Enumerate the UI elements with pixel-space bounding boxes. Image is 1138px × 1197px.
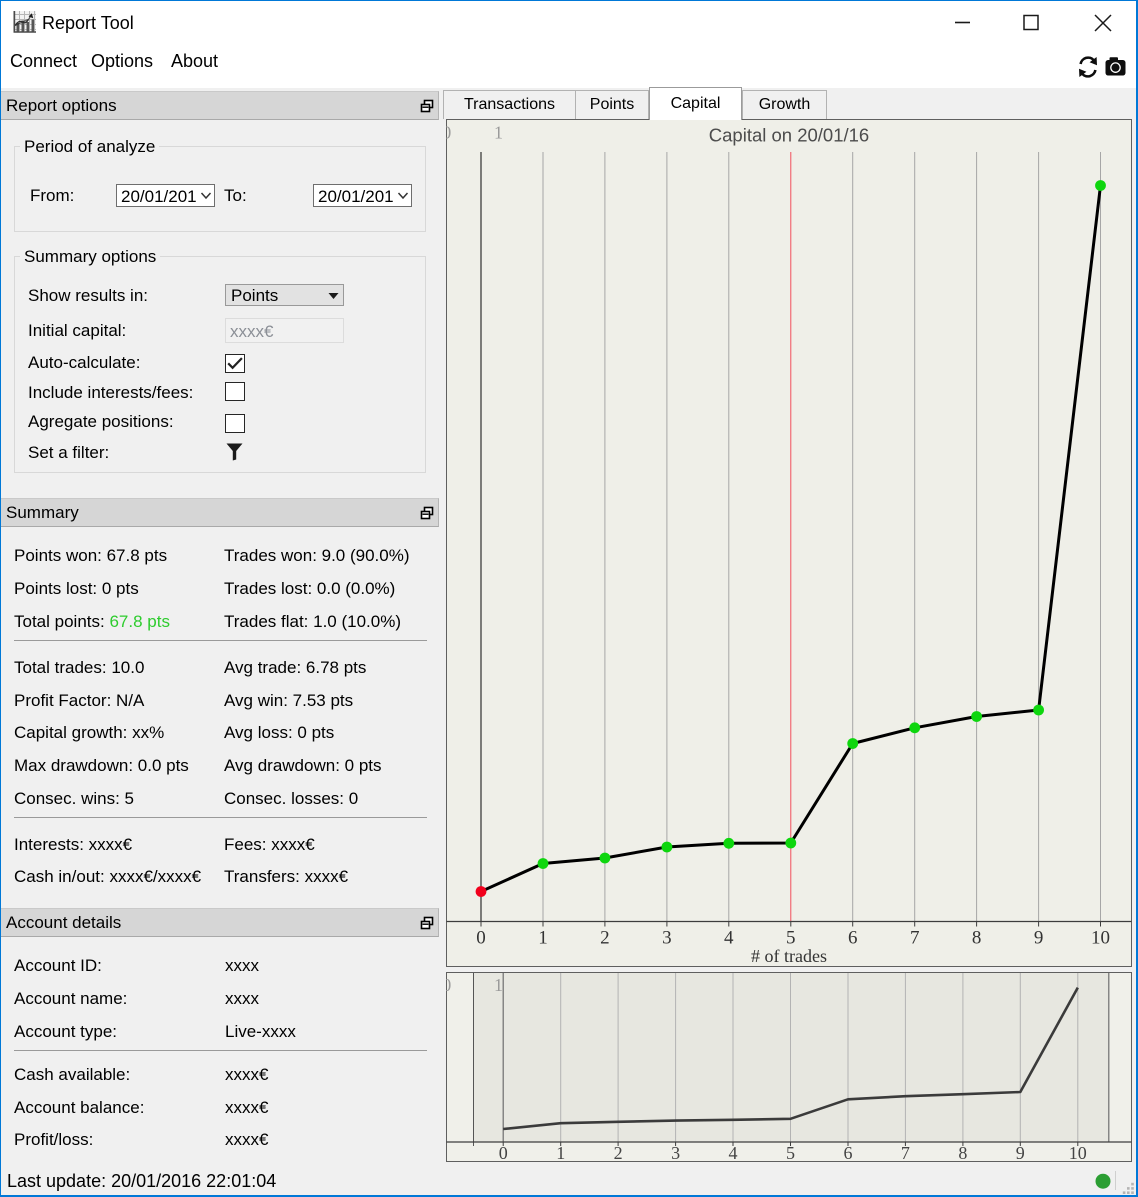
svg-text:3: 3	[671, 1143, 680, 1162]
svg-text:8: 8	[958, 1143, 967, 1162]
svg-text:1: 1	[556, 1143, 565, 1162]
svg-text:7: 7	[910, 928, 920, 949]
svg-text:6: 6	[844, 1143, 853, 1162]
svg-text:0: 0	[446, 123, 451, 143]
svg-text:# of trades: # of trades	[751, 946, 827, 966]
svg-text:1: 1	[494, 975, 503, 995]
svg-text:8: 8	[972, 928, 982, 949]
svg-text:5: 5	[786, 1143, 795, 1162]
svg-text:1: 1	[538, 928, 548, 949]
svg-text:4: 4	[729, 1143, 738, 1162]
svg-text:0: 0	[476, 928, 486, 949]
svg-text:5: 5	[786, 928, 796, 949]
svg-text:Capital on 20/01/16: Capital on 20/01/16	[709, 125, 869, 146]
svg-text:2: 2	[600, 928, 610, 949]
svg-text:2: 2	[614, 1143, 623, 1162]
svg-text:0: 0	[446, 975, 451, 995]
svg-text:4: 4	[724, 928, 734, 949]
svg-text:0: 0	[499, 1143, 508, 1162]
svg-text:3: 3	[662, 928, 672, 949]
svg-text:6: 6	[848, 928, 858, 949]
svg-text:10: 10	[1091, 928, 1110, 949]
svg-text:9: 9	[1034, 928, 1044, 949]
svg-text:1: 1	[494, 123, 503, 143]
svg-text:9: 9	[1016, 1143, 1025, 1162]
svg-text:7: 7	[901, 1143, 910, 1162]
svg-text:10: 10	[1069, 1143, 1087, 1162]
